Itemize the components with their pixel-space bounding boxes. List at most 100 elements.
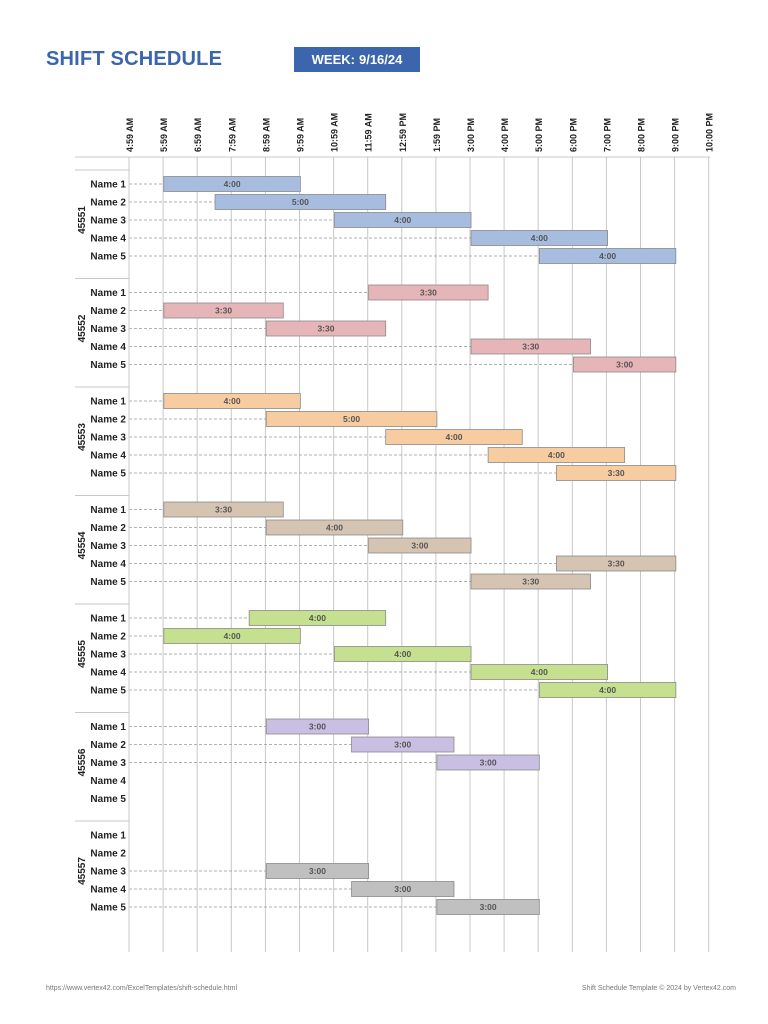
shift-duration-label: 3:00 bbox=[394, 740, 411, 750]
employee-name: Name 3 bbox=[90, 324, 126, 335]
shift-duration-label: 3:00 bbox=[480, 902, 497, 912]
time-tick-label: 6:59 AM bbox=[193, 118, 203, 152]
shift-duration-label: 3:30 bbox=[215, 306, 232, 316]
shift-bar bbox=[265, 320, 387, 337]
shift-duration-label: 3:30 bbox=[317, 324, 334, 334]
shift-duration-label: 3:00 bbox=[480, 758, 497, 768]
shift-duration-label: 4:00 bbox=[394, 215, 411, 225]
shift-duration-label: 3:00 bbox=[309, 722, 326, 732]
shift-duration-label: 3:00 bbox=[411, 541, 428, 551]
shift-duration-label: 3:30 bbox=[608, 559, 625, 569]
shift-duration-label: 3:30 bbox=[522, 577, 539, 587]
day-label: 45551 bbox=[77, 206, 88, 234]
shift-bar bbox=[470, 230, 608, 246]
employee-name: Name 2 bbox=[90, 306, 126, 317]
day-label: 45555 bbox=[77, 640, 88, 668]
employee-name: Name 2 bbox=[90, 849, 126, 860]
employee-name: Name 4 bbox=[90, 451, 126, 462]
week-value: 9/16/24 bbox=[358, 52, 403, 67]
time-tick-label: 8:00 PM bbox=[637, 118, 647, 152]
employee-name: Name 5 bbox=[90, 794, 126, 805]
employee-name: Name 4 bbox=[90, 342, 126, 353]
shift-bar bbox=[265, 863, 370, 879]
shift-duration-label: 4:00 bbox=[531, 233, 548, 243]
shift-duration-label: 3:00 bbox=[309, 866, 326, 876]
shift-duration-label: 4:00 bbox=[599, 251, 616, 261]
time-tick-label: 7:59 AM bbox=[227, 118, 237, 152]
shift-bar bbox=[538, 248, 677, 264]
shift-duration-label: 4:00 bbox=[224, 179, 241, 189]
employee-name: Name 5 bbox=[90, 252, 126, 263]
shift-duration-label: 3:00 bbox=[616, 360, 633, 370]
shift-bar bbox=[163, 628, 301, 644]
shift-bar bbox=[163, 302, 284, 319]
shift-bar bbox=[385, 429, 523, 445]
time-tick-label: 9:59 AM bbox=[296, 118, 306, 152]
day-label: 45554 bbox=[77, 531, 88, 559]
shift-bar bbox=[334, 646, 472, 662]
shift-duration-label: 4:00 bbox=[531, 667, 548, 677]
shift-bar bbox=[214, 194, 387, 210]
shift-duration-label: 4:00 bbox=[394, 649, 411, 659]
shift-bar bbox=[351, 881, 455, 897]
time-tick-label: 3:00 PM bbox=[466, 118, 476, 152]
time-tick-label: 8:59 AM bbox=[261, 118, 271, 152]
time-tick-label: 11:59 AM bbox=[364, 113, 374, 152]
time-tick-label: 12:59 PM bbox=[398, 113, 408, 152]
employee-name: Name 3 bbox=[90, 867, 126, 878]
shift-bar bbox=[368, 537, 472, 554]
employee-name: Name 1 bbox=[90, 397, 126, 408]
shift-bar bbox=[436, 754, 540, 771]
shift-duration-label: 4:00 bbox=[224, 631, 241, 641]
employee-name: Name 5 bbox=[90, 686, 126, 697]
time-tick-label: 6:00 PM bbox=[568, 118, 578, 152]
employee-name: Name 4 bbox=[90, 885, 126, 896]
shift-duration-label: 4:00 bbox=[326, 523, 343, 533]
day-label: 45557 bbox=[77, 857, 88, 885]
shift-duration-label: 3:30 bbox=[215, 505, 232, 515]
employee-name: Name 3 bbox=[90, 216, 126, 227]
employee-name: Name 2 bbox=[90, 415, 126, 426]
shift-duration-label: 4:00 bbox=[224, 396, 241, 406]
shift-bar bbox=[470, 573, 591, 590]
shift-bar bbox=[334, 212, 472, 228]
employee-name: Name 3 bbox=[90, 541, 126, 552]
shift-duration-label: 5:00 bbox=[292, 197, 309, 207]
employee-name: Name 5 bbox=[90, 360, 126, 371]
shift-bar bbox=[470, 664, 608, 680]
footer-copyright: Shift Schedule Template © 2024 by Vertex… bbox=[581, 985, 736, 992]
employee-name: Name 3 bbox=[90, 433, 126, 444]
time-tick-label: 9:00 PM bbox=[671, 118, 681, 152]
employee-name: Name 5 bbox=[90, 577, 126, 588]
shift-bar bbox=[265, 411, 438, 427]
page-title: SHIFT SCHEDULE bbox=[46, 48, 223, 70]
day-label: 45552 bbox=[77, 314, 88, 342]
shift-bar bbox=[368, 284, 489, 301]
time-tick-label: 7:00 PM bbox=[602, 118, 612, 152]
shift-duration-label: 4:00 bbox=[599, 685, 616, 695]
employee-name: Name 1 bbox=[90, 288, 126, 299]
week-label: WEEK: bbox=[311, 52, 355, 67]
footer-url[interactable]: https://www.vertex42.com/ExcelTemplates/… bbox=[46, 985, 238, 992]
employee-name: Name 2 bbox=[90, 740, 126, 751]
day-label: 45556 bbox=[77, 748, 88, 776]
week-badge: WEEK: 9/16/24 bbox=[294, 47, 420, 72]
shift-bar bbox=[538, 682, 677, 698]
shift-duration-label: 4:00 bbox=[548, 450, 565, 460]
shift-bar bbox=[351, 736, 455, 753]
shift-bar bbox=[163, 176, 301, 192]
shift-bar bbox=[265, 718, 370, 735]
day-label: 45553 bbox=[77, 423, 88, 451]
shift-bar bbox=[555, 555, 677, 572]
employee-name: Name 4 bbox=[90, 559, 126, 570]
shift-bar bbox=[163, 393, 301, 409]
shift-bar bbox=[436, 899, 540, 915]
time-tick-label: 4:00 PM bbox=[500, 118, 510, 152]
shift-bar bbox=[163, 501, 284, 518]
shift-duration-label: 5:00 bbox=[343, 414, 360, 424]
shift-duration-label: 4:00 bbox=[309, 613, 326, 623]
employee-name: Name 5 bbox=[90, 903, 126, 914]
employee-name: Name 1 bbox=[90, 505, 126, 516]
time-tick-label: 10:59 AM bbox=[330, 113, 340, 152]
